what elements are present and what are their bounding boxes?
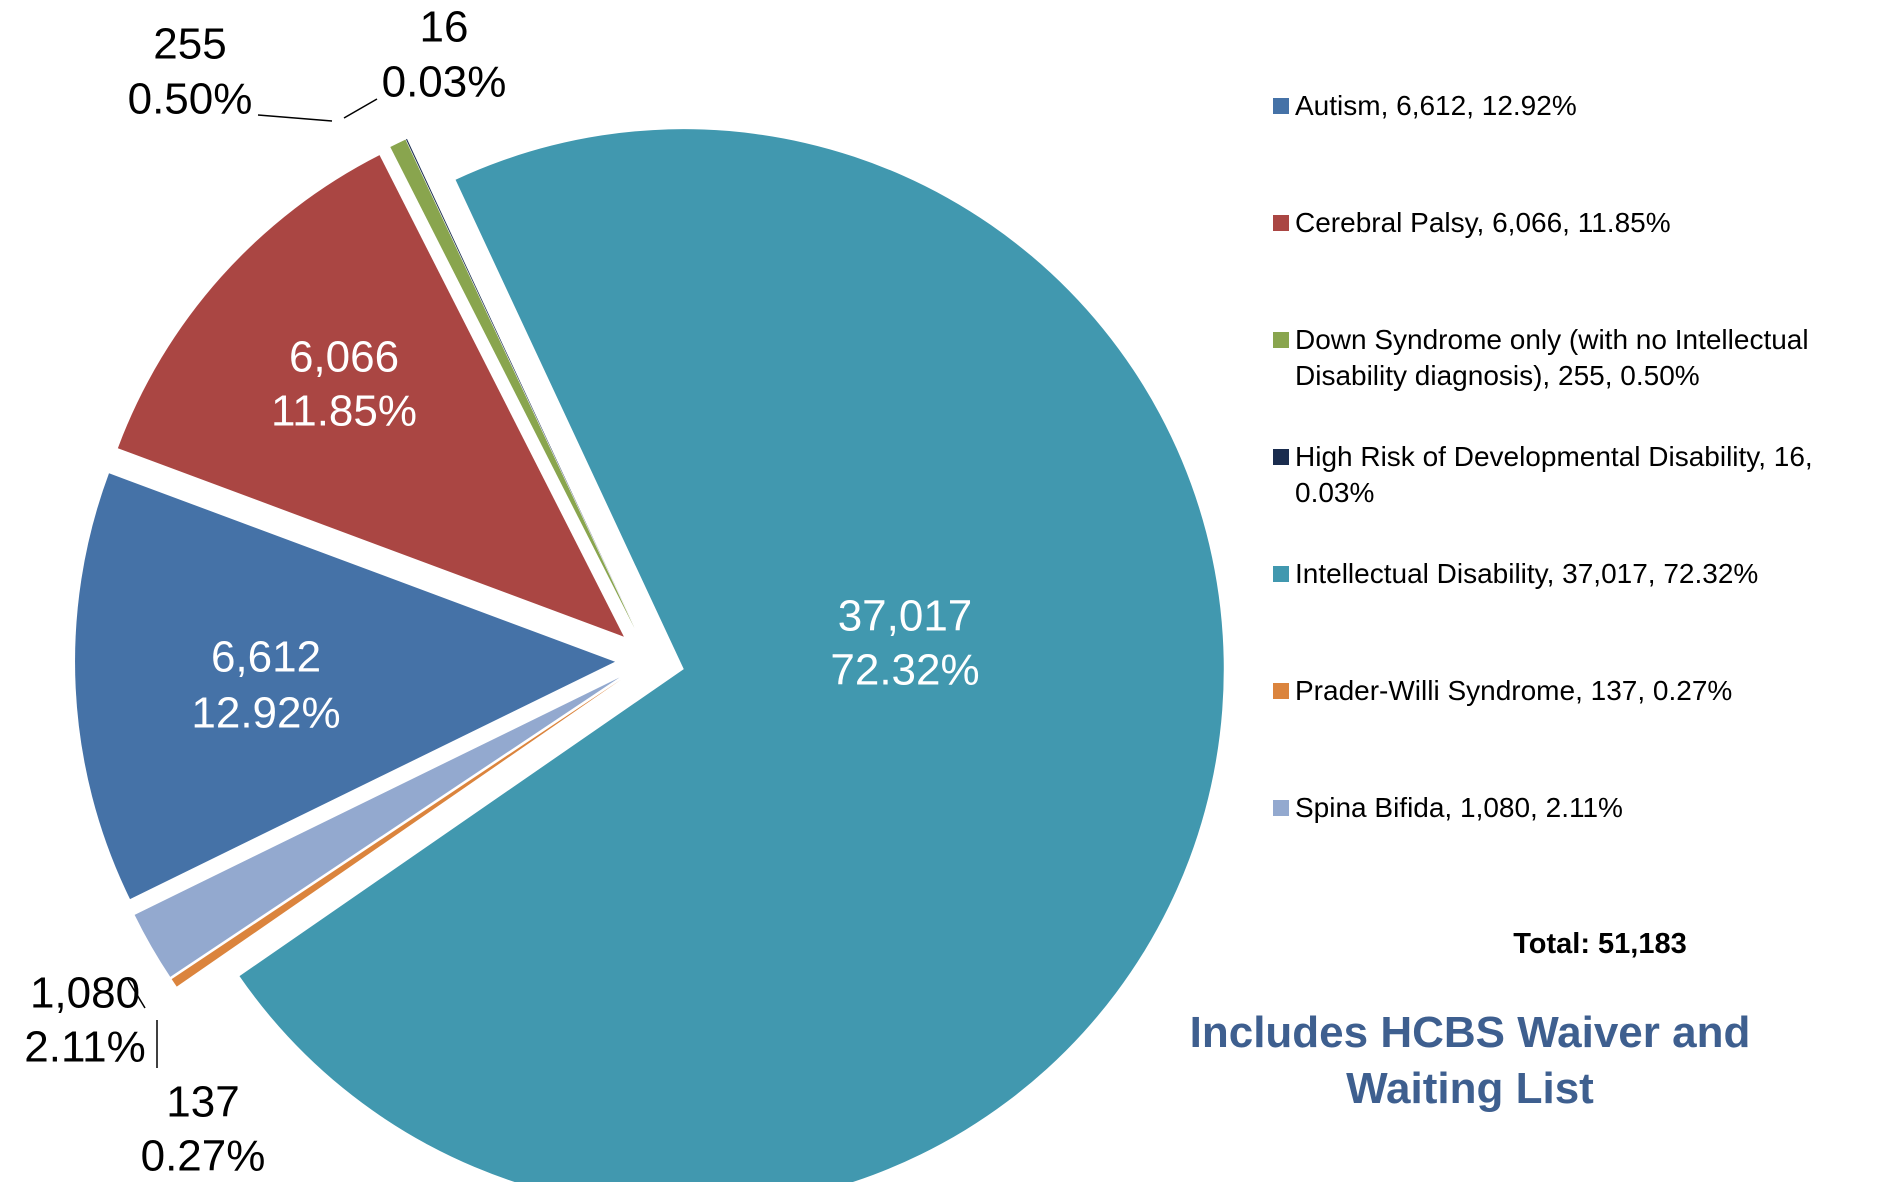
leader-line bbox=[257, 114, 333, 122]
note: Includes HCBS Waiver and Waiting List bbox=[1189, 1008, 1751, 1113]
data-label: 255 bbox=[153, 20, 226, 69]
legend-swatch bbox=[1273, 683, 1289, 699]
data-label-percent: 11.85% bbox=[271, 387, 417, 436]
data-label-percent: 12.92% bbox=[191, 689, 340, 738]
legend-item: Down Syndrome only (with no Intellectual… bbox=[1273, 322, 1883, 394]
legend-swatch bbox=[1273, 566, 1289, 582]
data-label: 16 bbox=[420, 3, 469, 52]
legend-label: Down Syndrome only (with no Intellectual… bbox=[1295, 324, 1809, 391]
data-label: 137 bbox=[166, 1078, 239, 1127]
pie-slice bbox=[75, 473, 616, 900]
legend-item: Intellectual Disability, 37,017, 72.32% bbox=[1273, 556, 1883, 592]
total: Total: 51,183 bbox=[1513, 928, 1687, 960]
leader-line bbox=[343, 98, 378, 119]
legend-label: Prader-Willi Syndrome, 137, 0.27% bbox=[1295, 675, 1733, 706]
legend-label: Intellectual Disability, 37,017, 72.32% bbox=[1295, 558, 1759, 589]
legend-label: Autism, 6,612, 12.92% bbox=[1295, 90, 1577, 121]
data-label-percent: 0.27% bbox=[141, 1132, 266, 1181]
legend-item: Autism, 6,612, 12.92% bbox=[1273, 88, 1883, 124]
legend-swatch bbox=[1273, 98, 1289, 114]
pie-slice bbox=[390, 139, 635, 629]
pie-slice bbox=[171, 679, 622, 987]
legend-label: Cerebral Palsy, 6,066, 11.85% bbox=[1295, 207, 1671, 238]
legend-swatch bbox=[1273, 332, 1289, 348]
legend-label: High Risk of Developmental Disability, 1… bbox=[1295, 441, 1813, 508]
pie-slice bbox=[117, 155, 624, 637]
data-label-percent: 2.11% bbox=[24, 1023, 146, 1072]
leader-line bbox=[127, 979, 146, 1009]
legend-item: Prader-Willi Syndrome, 137, 0.27% bbox=[1273, 673, 1883, 709]
data-label-percent: 72.32% bbox=[830, 646, 979, 695]
legend-item: Spina Bifida, 1,080, 2.11% bbox=[1273, 790, 1883, 826]
pie-slice bbox=[406, 138, 636, 629]
legend-swatch bbox=[1273, 449, 1289, 465]
data-label-percent: 0.50% bbox=[128, 75, 253, 124]
data-label: 6,612 bbox=[211, 633, 321, 682]
legend-label: Spina Bifida, 1,080, 2.11% bbox=[1295, 792, 1623, 823]
legend-swatch bbox=[1273, 800, 1289, 816]
data-label-percent: 0.03% bbox=[382, 58, 507, 107]
data-label: 1,080 bbox=[30, 969, 140, 1018]
legend-item: Cerebral Palsy, 6,066, 11.85% bbox=[1273, 205, 1883, 241]
data-label: 37,017 bbox=[838, 592, 973, 641]
legend-swatch bbox=[1273, 215, 1289, 231]
legend-item: High Risk of Developmental Disability, 1… bbox=[1273, 439, 1883, 511]
data-label: 6,066 bbox=[289, 333, 399, 382]
pie-slice bbox=[134, 677, 620, 977]
pie-slice bbox=[239, 129, 1224, 1182]
